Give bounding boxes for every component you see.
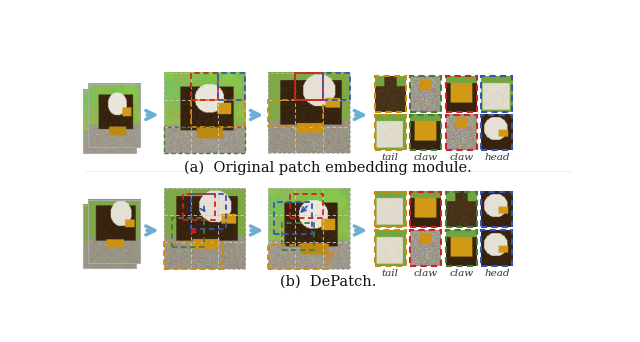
Text: head: head: [484, 154, 509, 162]
Bar: [290, 194, 323, 218]
Bar: [164, 73, 245, 154]
Bar: [83, 90, 136, 153]
Text: claw: claw: [413, 269, 438, 278]
Bar: [446, 115, 477, 150]
Bar: [268, 100, 323, 127]
Bar: [374, 231, 406, 266]
Text: tail: tail: [381, 154, 399, 162]
Bar: [481, 77, 513, 112]
Text: head: head: [484, 269, 509, 278]
Text: claw: claw: [449, 154, 474, 162]
Bar: [410, 77, 441, 112]
Bar: [164, 242, 223, 269]
Text: claw: claw: [449, 269, 474, 278]
Bar: [268, 188, 349, 269]
Bar: [481, 192, 513, 227]
Bar: [182, 194, 215, 221]
Bar: [191, 194, 226, 228]
Bar: [446, 231, 477, 266]
Bar: [481, 231, 513, 266]
Bar: [172, 218, 204, 247]
Bar: [83, 205, 136, 268]
Bar: [282, 223, 314, 250]
Bar: [410, 115, 441, 150]
Bar: [191, 100, 245, 127]
Bar: [481, 115, 513, 150]
Bar: [374, 192, 406, 227]
Bar: [410, 192, 441, 227]
Text: (b)  DePatch.: (b) DePatch.: [280, 275, 376, 289]
Bar: [323, 73, 349, 100]
Bar: [164, 127, 245, 154]
Bar: [446, 192, 477, 227]
Bar: [274, 201, 312, 234]
Bar: [374, 115, 406, 150]
Bar: [88, 200, 140, 263]
Text: tail: tail: [381, 269, 399, 278]
Bar: [218, 73, 245, 100]
Text: claw: claw: [413, 154, 438, 162]
Bar: [164, 188, 245, 269]
Bar: [268, 73, 349, 154]
Bar: [88, 84, 140, 147]
Bar: [191, 73, 218, 100]
Bar: [296, 73, 323, 100]
Text: (a)  Original patch embedding module.: (a) Original patch embedding module.: [184, 160, 472, 175]
Bar: [268, 245, 328, 269]
Bar: [374, 77, 406, 112]
Bar: [410, 231, 441, 266]
Bar: [446, 77, 477, 112]
